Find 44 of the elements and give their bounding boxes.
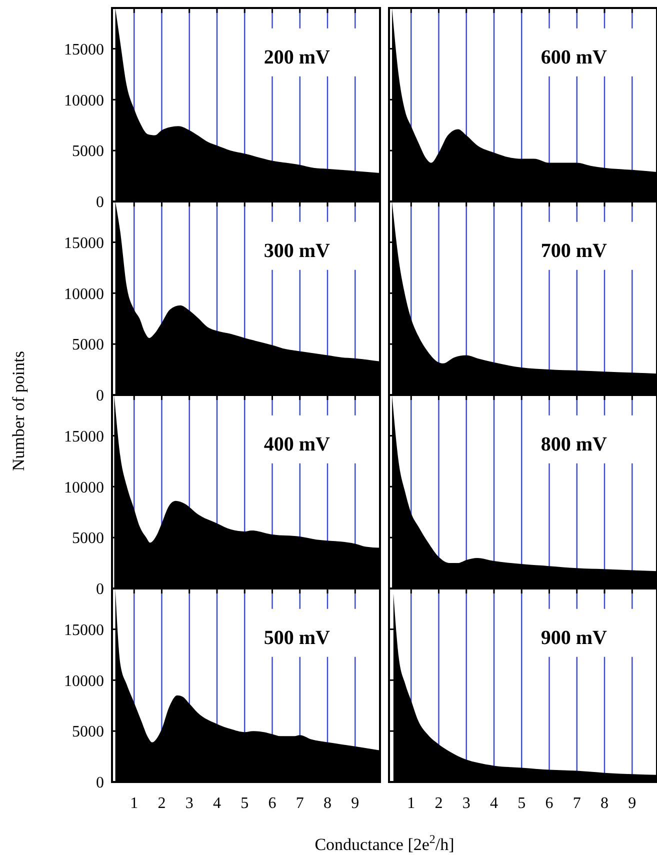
text: 300 mV	[264, 240, 331, 262]
text: 600 mV	[540, 46, 608, 68]
text: 500 mV	[264, 626, 331, 649]
y-tick-label: 15000	[64, 622, 104, 639]
text: 900 mV	[540, 626, 608, 649]
y-tick-label: 5000	[72, 724, 104, 741]
x-tick-label: 2	[434, 795, 443, 812]
y-tick-label: 10000	[64, 479, 104, 496]
y-tick-label: 15000	[64, 41, 104, 58]
y-tick-label: 15000	[64, 234, 104, 252]
x-tick-label: 5	[240, 795, 249, 812]
x-tick-label: 5	[518, 795, 526, 812]
x-tick-label: 9	[628, 795, 636, 812]
y-tick-label: 0	[96, 388, 104, 405]
text: 400 mV	[264, 433, 331, 456]
x-tick-label: 3	[185, 795, 194, 812]
x-tick-label: 1	[130, 795, 138, 812]
y-tick-label: 5000	[72, 336, 104, 354]
x-tick-label: 7	[572, 795, 581, 812]
x-tick-label: 4	[212, 795, 221, 812]
y-tick-label: 10000	[64, 672, 104, 690]
text: 200 mV	[264, 46, 331, 68]
x-tick-label: 7	[296, 795, 304, 812]
y-tick-label: 5000	[72, 143, 104, 160]
y-tick-label: 15000	[64, 428, 104, 446]
y-tick-label: 0	[96, 194, 104, 212]
x-tick-label: 6	[545, 795, 554, 812]
x-tick-label: 4	[490, 795, 498, 812]
x-axis-title: Conductance [2e$^{2}$/h]	[314, 832, 454, 854]
x-tick-label: 6	[268, 795, 276, 812]
x-tick-label: 2	[158, 795, 166, 812]
text: 700 mV	[540, 240, 608, 262]
x-tick-label: 1	[407, 795, 416, 812]
x-tick-label: 3	[462, 795, 470, 812]
y-tick-label: 5000	[72, 530, 104, 548]
x-tick-label: 8	[324, 795, 332, 812]
x-tick-label: 9	[351, 795, 360, 812]
y-tick-label: 0	[96, 581, 104, 598]
text: 800 mV	[540, 433, 608, 456]
y-tick-label: 10000	[64, 286, 104, 303]
y-axis-title: Number of points	[9, 351, 28, 471]
x-tick-label: 8	[600, 795, 609, 812]
y-tick-label: 0	[96, 774, 104, 792]
y-tick-label: 10000	[64, 92, 104, 110]
